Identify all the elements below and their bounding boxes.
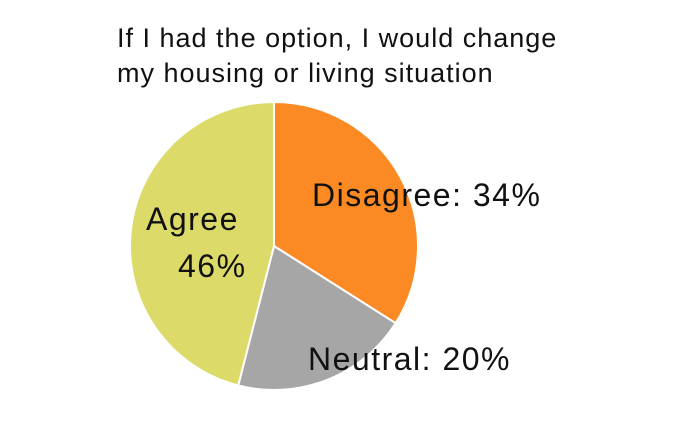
slice-label-agree-name: Agree xyxy=(146,201,239,237)
slice-labels: Disagree: 34% Neutral: 20% Agree 46% xyxy=(146,177,541,377)
chart-title-line-1: If I had the option, I would change xyxy=(117,23,557,53)
chart-title-line-2: my housing or living situation xyxy=(117,58,494,88)
slice-label-disagree: Disagree: 34% xyxy=(312,177,541,213)
slice-label-agree-value: 46% xyxy=(178,248,247,284)
slice-label-neutral: Neutral: 20% xyxy=(308,341,511,377)
chart-title: If I had the option, I would change my h… xyxy=(117,23,557,88)
pie-slices xyxy=(128,101,419,391)
pie-slice-agree xyxy=(128,101,275,387)
pie-slice-neutral xyxy=(237,245,397,391)
